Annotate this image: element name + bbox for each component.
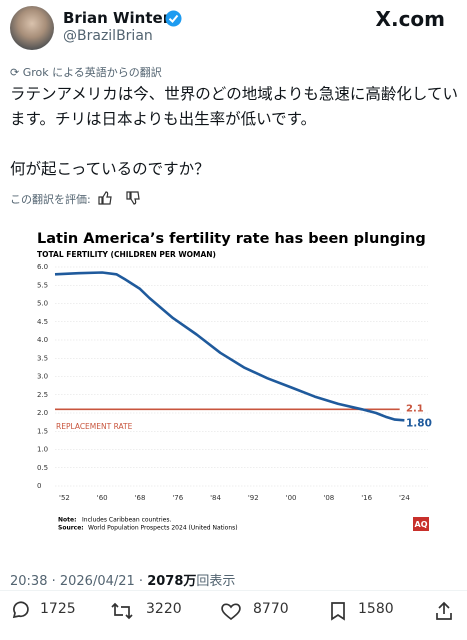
note: Includes Caribbean countries. (82, 517, 171, 524)
tweet-text: ラテンアメリカは今、世界のどの地域よりも急速に高齢化しています。チリは日本よりも… (10, 82, 458, 182)
line-series (54, 271, 405, 422)
reference-label: REPLACEMENT RATE (56, 422, 133, 431)
y-tick-label: 0.5 (37, 464, 48, 472)
repost-count[interactable]: 3220 (146, 601, 182, 617)
y-tick-label: 2.5 (37, 391, 48, 399)
chart-title: Latin America’s fertility rate has been … (37, 231, 426, 247)
logo: AQ (415, 520, 428, 529)
y-tick-label: 0 (37, 482, 41, 490)
translation-note[interactable]: ⟳ Grok による英語からの翻訳 (10, 66, 162, 79)
avatar[interactable] (10, 6, 54, 50)
y-tick-label: 6.0 (37, 263, 48, 271)
y-tick-label: 5.0 (37, 300, 48, 308)
chart-background (28, 215, 448, 543)
verified-badge (165, 10, 182, 27)
bookmark-count[interactable]: 1580 (358, 601, 394, 617)
like-icon[interactable] (219, 601, 243, 621)
end-label: 1.80 (406, 417, 432, 429)
repost-icon[interactable] (110, 601, 134, 621)
reference-value-label: 2.1 (406, 403, 424, 414)
y-tick-label: 3.0 (37, 373, 48, 381)
x-tick-label: '60 (97, 494, 108, 502)
y-tick-label: 2.0 (37, 409, 48, 417)
rate-buttons[interactable] (97, 190, 145, 206)
source: World Population Prospects 2024 (United … (88, 525, 238, 532)
like-count[interactable]: 8770 (253, 601, 289, 617)
x-tick-label: '68 (135, 494, 146, 502)
y-tick-label: 5.5 (37, 281, 48, 289)
timestamp: 20:38 · 2026/04/21 · (10, 574, 148, 589)
y-tick-label: 1.0 (37, 446, 48, 454)
note-label: Note: (58, 517, 76, 524)
x-tick-label: '08 (323, 494, 334, 502)
x-tick-label: '76 (172, 494, 183, 502)
divider (0, 590, 467, 591)
views: 2078万 (147, 574, 197, 589)
translation-note-text: Grok による英語からの翻訳 (22, 66, 162, 79)
y-tick-label: 1.5 (37, 427, 48, 435)
bookmark-icon[interactable] (328, 601, 348, 621)
rate-prompt: この翻訳を評価: (10, 193, 91, 206)
chart[interactable]: Latin America’s fertility rate has been … (0, 215, 467, 545)
x-tick-label: '16 (361, 494, 372, 502)
x-tick-label: '84 (210, 494, 221, 502)
y-tick-label: 4.5 (37, 318, 48, 326)
y-tick-label: 4.0 (37, 336, 48, 344)
share-icon[interactable] (434, 601, 454, 621)
x-tick-label: '92 (248, 494, 259, 502)
paragraph: ラテンアメリカは今、世界のどの地域よりも急速に高齢化しています。チリは日本よりも… (10, 85, 458, 128)
reply-icon[interactable] (10, 601, 32, 621)
author-name[interactable]: Brian Winter (63, 9, 171, 27)
y-tick-label: 3.5 (37, 354, 48, 362)
x-tick-label: '24 (399, 494, 410, 502)
author-handle[interactable]: @BrazilBrian (63, 28, 153, 44)
reply-count[interactable]: 1725 (40, 601, 76, 617)
timestamp-line: 20:38 · 2026/04/21 · 2078万回表示 (10, 570, 235, 589)
source-label: Source: (58, 525, 84, 532)
logo-box (413, 517, 429, 531)
x-tick-label: '00 (286, 494, 297, 502)
paragraph: 何が起こっているのですか？ (10, 160, 210, 178)
site-logo: X.com (375, 7, 445, 31)
views-suffix: 回表示 (196, 574, 236, 589)
x-tick-label: '52 (59, 494, 70, 502)
chart-subtitle: TOTAL FERTILITY (CHILDREN PER WOMAN) (37, 250, 216, 259)
